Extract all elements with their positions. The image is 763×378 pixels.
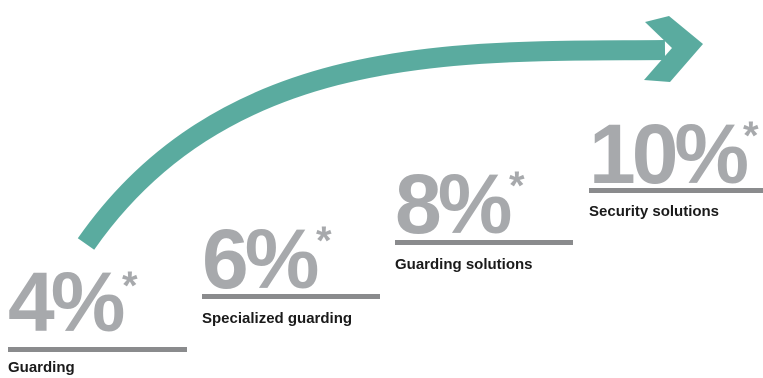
step-percent: 10% — [589, 107, 749, 201]
step-underline — [589, 188, 763, 193]
step-guarding: 4% * Guarding — [8, 258, 188, 378]
step-underline — [8, 347, 187, 352]
step-security-solutions: 10% * Security solutions — [589, 110, 763, 225]
step-underline — [202, 294, 380, 299]
growth-arrow-shaft — [77, 40, 666, 250]
growth-arrow-head — [644, 16, 703, 82]
asterisk-marker: * — [509, 164, 525, 208]
asterisk-marker: * — [743, 114, 759, 158]
step-label: Security solutions — [589, 203, 720, 220]
step-percent: 6% — [202, 212, 319, 306]
step-label: Guarding — [8, 359, 75, 376]
asterisk-marker: * — [122, 264, 138, 308]
step-underline — [395, 240, 573, 245]
step-label: Specialized guarding — [202, 310, 353, 327]
step-specialized-guarding: 6% * Specialized guarding — [202, 215, 382, 330]
asterisk-marker: * — [316, 219, 332, 263]
step-label: Guarding solutions — [395, 256, 533, 273]
step-guarding-solutions: 8% * Guarding solutions — [395, 160, 575, 275]
step-percent: 8% — [395, 157, 512, 251]
step-percent: 4% — [8, 255, 125, 349]
